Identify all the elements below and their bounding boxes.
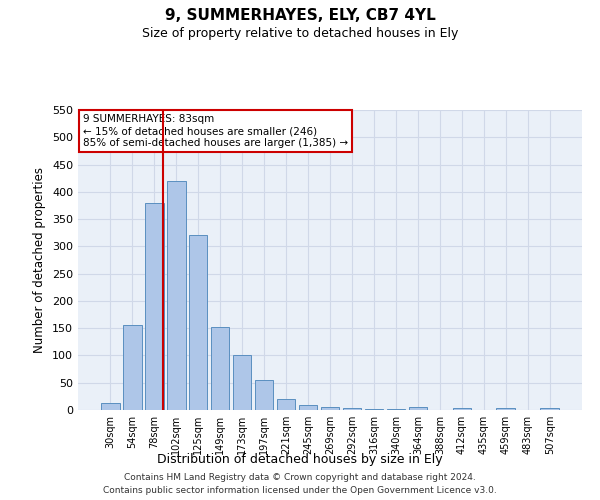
- Bar: [365, 409, 383, 410]
- Bar: [145, 202, 164, 410]
- Bar: [211, 327, 229, 410]
- Bar: [452, 408, 471, 410]
- Bar: [343, 408, 361, 410]
- Y-axis label: Number of detached properties: Number of detached properties: [34, 167, 46, 353]
- Bar: [233, 356, 251, 410]
- Bar: [299, 404, 317, 410]
- Bar: [167, 181, 185, 410]
- Bar: [189, 236, 208, 410]
- Text: Distribution of detached houses by size in Ely: Distribution of detached houses by size …: [157, 452, 443, 466]
- Bar: [277, 399, 295, 410]
- Bar: [496, 408, 515, 410]
- Text: 9, SUMMERHAYES, ELY, CB7 4YL: 9, SUMMERHAYES, ELY, CB7 4YL: [164, 8, 436, 22]
- Bar: [541, 408, 559, 410]
- Bar: [409, 408, 427, 410]
- Bar: [320, 408, 340, 410]
- Bar: [123, 326, 142, 410]
- Text: Contains HM Land Registry data © Crown copyright and database right 2024.: Contains HM Land Registry data © Crown c…: [124, 472, 476, 482]
- Text: 9 SUMMERHAYES: 83sqm
← 15% of detached houses are smaller (246)
85% of semi-deta: 9 SUMMERHAYES: 83sqm ← 15% of detached h…: [83, 114, 348, 148]
- Bar: [101, 403, 119, 410]
- Text: Size of property relative to detached houses in Ely: Size of property relative to detached ho…: [142, 28, 458, 40]
- Text: Contains public sector information licensed under the Open Government Licence v3: Contains public sector information licen…: [103, 486, 497, 495]
- Bar: [255, 380, 274, 410]
